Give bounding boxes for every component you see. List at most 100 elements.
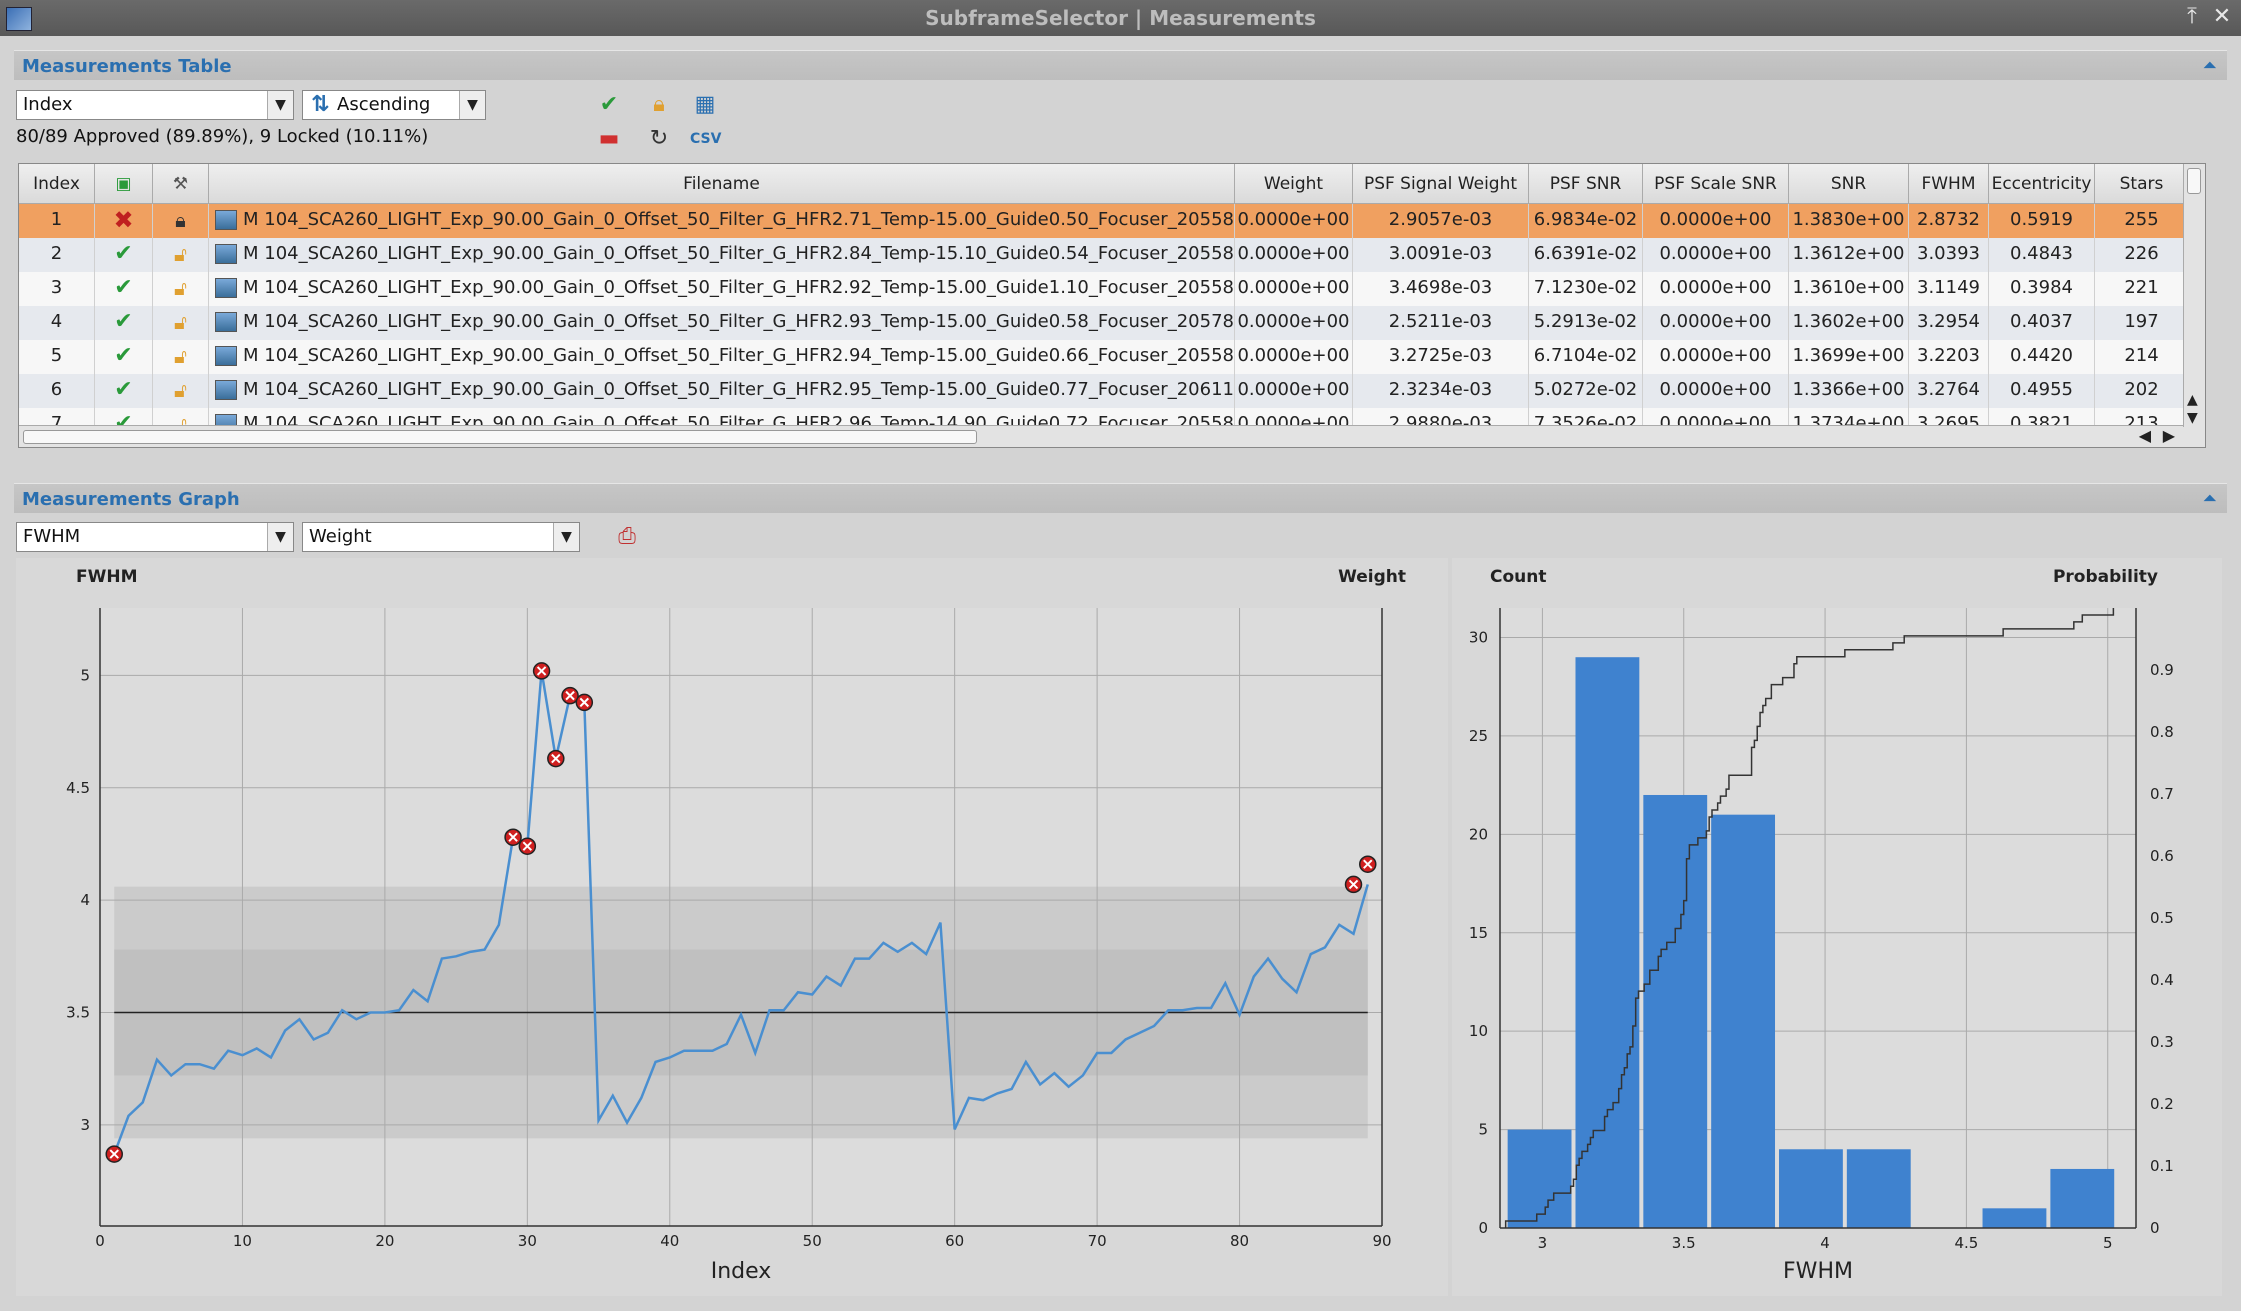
histogram-bar[interactable] [1982, 1208, 2047, 1228]
scroll-up-icon[interactable]: ▲ [2187, 392, 2198, 408]
x-tick-label: 60 [945, 1232, 964, 1250]
stars-header[interactable]: Stars [2095, 164, 2189, 204]
filename-text: M 104_SCA260_LIGHT_Exp_90.00_Gain_0_Offs… [243, 311, 1235, 332]
x-tick-label: 30 [518, 1232, 537, 1250]
rejected-point-marker[interactable] [547, 749, 565, 768]
stars-cell: 226 [2095, 238, 2189, 272]
histogram-bar[interactable] [1575, 657, 1640, 1228]
export-pdf-icon[interactable]: ⎙ [618, 524, 636, 549]
psf-scale-snr-header[interactable]: PSF Scale SNR [1643, 164, 1789, 204]
rejected-point-marker[interactable] [518, 837, 537, 855]
histogram-bar[interactable] [1846, 1149, 1911, 1228]
table-row[interactable]: 5 ✔ 🔓︎ M 104_SCA260_LIGHT_Exp_90.00_Gain_0_… [19, 340, 2205, 374]
unlocked-icon[interactable]: 🔓︎ [153, 340, 209, 374]
fwhm-index-chart[interactable]: 0 10 20 30 40 50 60 70 80 90 3 3.5 4 4.5 5 FWHM Weight In… [16, 558, 1448, 1296]
approved-check-icon[interactable]: ✔ [95, 374, 153, 408]
x-tick-label: 70 [1088, 1232, 1107, 1250]
image-file-icon [215, 380, 237, 400]
sort-field-select[interactable]: Index ▼ [16, 90, 294, 120]
stars-cell: 255 [2095, 204, 2189, 238]
shade-icon[interactable]: ⤒ [2187, 4, 2197, 29]
horizontal-scrollbar[interactable]: ◀ ▶ [19, 425, 2205, 447]
psf-scale-snr-cell: 0.0000e+00 [1643, 238, 1789, 272]
sort-order-select[interactable]: ⇅ Ascending ▼ [302, 90, 486, 120]
eccentricity-header[interactable]: Eccentricity [1989, 164, 2095, 204]
rejected-point-marker[interactable] [575, 693, 594, 712]
rejected-point-marker[interactable] [1359, 855, 1377, 873]
psf-snr-header[interactable]: PSF SNR [1529, 164, 1643, 204]
locked-header[interactable]: ⚒ [153, 164, 209, 204]
approve-icon[interactable]: ✔ [599, 92, 619, 117]
fwhm-header[interactable]: FWHM [1909, 164, 1989, 204]
rejected-point-marker[interactable] [504, 828, 522, 846]
approved-check-icon[interactable]: ✔ [95, 340, 153, 374]
line-chart-panel: 0 10 20 30 40 50 60 70 80 90 3 3.5 4 4.5 5 FWHM Weight In… [16, 558, 1448, 1296]
weight-header[interactable]: Weight [1235, 164, 1353, 204]
scroll-left-icon[interactable]: ◀ [2138, 426, 2151, 445]
image-file-icon [215, 278, 237, 298]
table-row[interactable]: 1 ✖ 🔒︎ M 104_SCA260_LIGHT_Exp_90.00_Gain_0_… [19, 204, 2205, 238]
graph-section-header[interactable]: Measurements Graph ⏶ [14, 483, 2227, 513]
rejected-point-marker[interactable] [105, 1145, 123, 1163]
approved-check-icon[interactable]: ✔ [95, 306, 153, 340]
collapse-icon[interactable]: ⏶ [2202, 55, 2217, 76]
rejected-point-marker[interactable] [532, 662, 551, 680]
index-cell: 2 [19, 238, 95, 272]
rejected-point-marker[interactable] [1344, 875, 1363, 894]
y-axis-label: Count [1490, 567, 1547, 587]
table-row[interactable]: 3 ✔ 🔓︎ M 104_SCA260_LIGHT_Exp_90.00_Gain_0_… [19, 272, 2205, 306]
scrollbar-thumb[interactable] [2187, 168, 2201, 194]
table-row[interactable]: 6 ✔ 🔓︎ M 104_SCA260_LIGHT_Exp_90.00_Gain_0_… [19, 374, 2205, 408]
histogram-bar[interactable] [1507, 1129, 1572, 1228]
histogram-bar[interactable] [1711, 814, 1776, 1228]
unlocked-icon[interactable]: 🔓︎ [153, 306, 209, 340]
rejected-x-icon[interactable]: ✖ [95, 204, 153, 238]
image-file-icon [215, 312, 237, 332]
lock-icon[interactable]: 🔒︎ [653, 92, 665, 117]
unlocked-icon[interactable]: 🔓︎ [153, 272, 209, 306]
export-csv-icon[interactable]: CSV [690, 131, 722, 147]
index-cell: 1 [19, 204, 95, 238]
locked-icon[interactable]: 🔒︎ [153, 204, 209, 238]
rejected-point-marker[interactable] [561, 686, 579, 705]
psf-scale-snr-cell: 0.0000e+00 [1643, 204, 1789, 238]
table-section-header[interactable]: Measurements Table ⏶ [14, 50, 2227, 80]
histogram-bar[interactable] [1643, 794, 1708, 1228]
scroll-right-icon[interactable]: ▶ [2162, 426, 2175, 445]
index-header[interactable]: Index [19, 164, 95, 204]
index-cell: 5 [19, 340, 95, 374]
locked-column-icon: ⚒ [172, 174, 189, 194]
graph-primary-select[interactable]: FWHM ▼ [16, 522, 294, 552]
table-row[interactable]: 2 ✔ 🔓︎ M 104_SCA260_LIGHT_Exp_90.00_Gain_0_… [19, 238, 2205, 272]
scroll-down-icon[interactable]: ▼ [2187, 410, 2198, 426]
approved-check-icon[interactable]: ✔ [95, 272, 153, 306]
approved-header[interactable]: ▣ [95, 164, 153, 204]
filename-header[interactable]: Filename [209, 164, 1235, 204]
invert-selection-icon[interactable]: ▦ [694, 92, 716, 117]
unlocked-icon[interactable]: 🔓︎ [153, 374, 209, 408]
snr-header[interactable]: SNR [1789, 164, 1909, 204]
histogram-bar[interactable] [2050, 1168, 2115, 1228]
unapprove-icon[interactable]: ▬ [598, 126, 620, 151]
table-row[interactable]: 4 ✔ 🔓︎ M 104_SCA260_LIGHT_Exp_90.00_Gain_0_… [19, 306, 2205, 340]
right-axis-label: Probability [2053, 567, 2158, 587]
collapse-icon[interactable]: ⏶ [2202, 488, 2217, 509]
approved-check-icon[interactable]: ✔ [95, 238, 153, 272]
graph-secondary-select[interactable]: Weight ▼ [302, 522, 580, 552]
reset-icon[interactable]: ↻ [649, 126, 669, 151]
section-title: Measurements Graph [22, 489, 240, 510]
x-tick-label: 0 [95, 1232, 105, 1250]
y-tick-label: 20 [1469, 825, 1488, 843]
scrollbar-thumb[interactable] [23, 430, 977, 444]
psf-signal-weight-header[interactable]: PSF Signal Weight [1353, 164, 1529, 204]
unlocked-icon[interactable]: 🔓︎ [153, 238, 209, 272]
close-icon[interactable]: ✕ [2212, 4, 2232, 29]
y-tick-label: 0 [1478, 1219, 1488, 1237]
psf-snr-cell: 5.0272e-02 [1529, 374, 1643, 408]
histogram-bar[interactable] [1779, 1149, 1843, 1228]
stars-cell: 197 [2095, 306, 2189, 340]
psf-snr-cell: 6.7104e-02 [1529, 340, 1643, 374]
fwhm-histogram-chart[interactable]: 3 3.5 4 4.5 5 0 5 10 15 20 25 30 0 0.1 0.2 0.3 0.4 0.5 0.6… [1452, 558, 2222, 1296]
vertical-scrollbar[interactable]: ▲ ▼ [2183, 164, 2205, 427]
snr-cell: 1.3610e+00 [1789, 272, 1909, 306]
